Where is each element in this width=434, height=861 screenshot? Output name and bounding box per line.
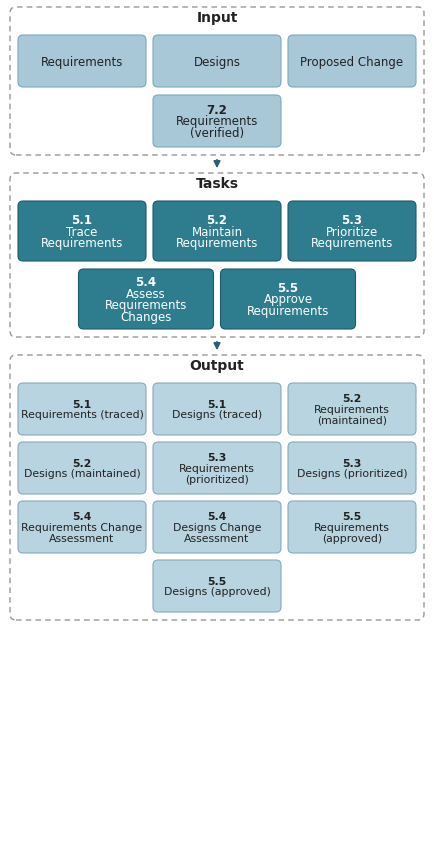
Text: 5.1: 5.1: [72, 400, 92, 409]
Text: Requirements: Requirements: [176, 115, 258, 128]
Text: Requirements: Requirements: [41, 55, 123, 68]
Text: Designs (traced): Designs (traced): [172, 410, 262, 420]
Text: Designs (approved): Designs (approved): [164, 587, 270, 597]
Text: 5.4: 5.4: [135, 276, 157, 288]
Text: (maintained): (maintained): [317, 416, 387, 425]
Text: 5.1: 5.1: [207, 400, 227, 409]
Text: 5.5: 5.5: [342, 511, 362, 522]
Text: (verified): (verified): [190, 127, 244, 140]
Text: Requirements: Requirements: [41, 237, 123, 250]
Text: Requirements (traced): Requirements (traced): [20, 410, 144, 420]
Text: Requirements Change: Requirements Change: [21, 523, 142, 532]
Text: 5.2: 5.2: [342, 393, 362, 404]
Text: Prioritize: Prioritize: [326, 226, 378, 238]
Text: Requirements: Requirements: [311, 237, 393, 250]
Text: Maintain: Maintain: [191, 226, 243, 238]
FancyBboxPatch shape: [18, 501, 146, 554]
Text: 5.5: 5.5: [207, 576, 227, 585]
Text: 5.4: 5.4: [207, 511, 227, 522]
Text: Assess: Assess: [126, 288, 166, 300]
Text: Designs (prioritized): Designs (prioritized): [297, 469, 408, 479]
Text: Designs (maintained): Designs (maintained): [23, 469, 140, 479]
Text: Requirements: Requirements: [247, 305, 329, 318]
Text: Requirements: Requirements: [314, 523, 390, 532]
Text: 5.4: 5.4: [72, 511, 92, 522]
Text: Output: Output: [190, 358, 244, 373]
FancyBboxPatch shape: [18, 383, 146, 436]
Text: Approve: Approve: [263, 293, 312, 307]
FancyBboxPatch shape: [18, 201, 146, 262]
Text: Assessment: Assessment: [49, 533, 115, 543]
Text: 5.3: 5.3: [207, 453, 227, 462]
FancyBboxPatch shape: [153, 96, 281, 148]
Text: Requirements: Requirements: [105, 299, 187, 312]
Text: Requirements: Requirements: [179, 463, 255, 474]
Text: 5.2: 5.2: [207, 214, 227, 226]
FancyBboxPatch shape: [153, 201, 281, 262]
FancyBboxPatch shape: [153, 383, 281, 436]
Text: Designs: Designs: [194, 55, 240, 68]
Text: Changes: Changes: [120, 311, 172, 324]
Text: (prioritized): (prioritized): [185, 474, 249, 485]
FancyBboxPatch shape: [18, 443, 146, 494]
FancyBboxPatch shape: [220, 269, 355, 330]
Text: Assessment: Assessment: [184, 533, 250, 543]
FancyBboxPatch shape: [153, 501, 281, 554]
FancyBboxPatch shape: [288, 36, 416, 88]
FancyBboxPatch shape: [288, 501, 416, 554]
Text: Requirements: Requirements: [176, 237, 258, 250]
Text: Tasks: Tasks: [195, 177, 239, 191]
FancyBboxPatch shape: [18, 36, 146, 88]
Text: Input: Input: [196, 11, 238, 25]
Text: Trace: Trace: [66, 226, 98, 238]
FancyBboxPatch shape: [288, 443, 416, 494]
Text: 5.3: 5.3: [342, 458, 362, 468]
Text: 5.1: 5.1: [72, 214, 92, 226]
FancyBboxPatch shape: [288, 201, 416, 262]
Text: 5.2: 5.2: [72, 458, 92, 468]
Text: (approved): (approved): [322, 533, 382, 543]
Text: 5.5: 5.5: [277, 282, 299, 294]
Text: 5.3: 5.3: [342, 214, 362, 226]
Text: Designs Change: Designs Change: [173, 523, 261, 532]
FancyBboxPatch shape: [153, 561, 281, 612]
FancyBboxPatch shape: [288, 383, 416, 436]
Text: Proposed Change: Proposed Change: [300, 55, 404, 68]
Text: Requirements: Requirements: [314, 405, 390, 414]
FancyBboxPatch shape: [153, 36, 281, 88]
FancyBboxPatch shape: [79, 269, 214, 330]
Text: 7.2: 7.2: [207, 103, 227, 116]
FancyBboxPatch shape: [153, 443, 281, 494]
